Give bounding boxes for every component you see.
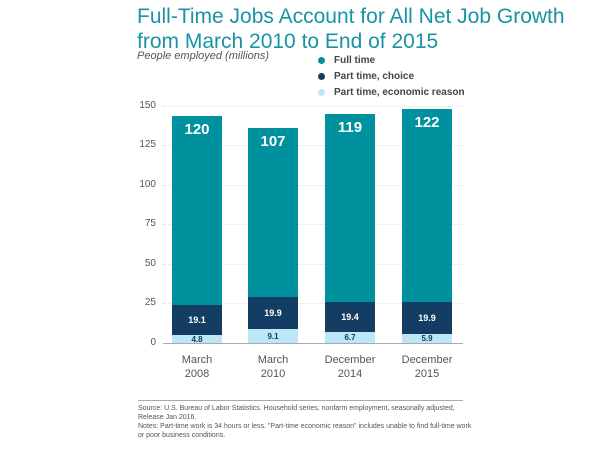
bar-march-2008: 4.8 19.1 120	[172, 0, 222, 344]
bar-segment-econ: 9.1	[248, 329, 298, 343]
y-tick: 150	[139, 100, 156, 111]
bar-value-label: 5.9	[421, 334, 433, 343]
legend-label: Full time	[334, 54, 376, 66]
y-tick: 125	[139, 139, 156, 150]
bar-segment-full: 122	[402, 109, 452, 302]
legend-dot-icon	[318, 72, 325, 80]
bar-segment-econ: 4.8	[172, 334, 222, 344]
chart-title: Full-Time Jobs Account for All Net Job G…	[137, 5, 565, 53]
gridline	[163, 303, 463, 304]
notes: Notes: Part-time work is 34 hours or les…	[138, 423, 472, 439]
legend-label: Part time, choice	[334, 70, 415, 82]
x-label-line: March	[181, 354, 213, 366]
bar-value-label: 120	[184, 121, 210, 138]
y-tick: 0	[150, 337, 156, 348]
source-note: Source: U.S. Bureau of Labor Statistics.…	[138, 405, 455, 421]
legend-dot-icon	[318, 56, 325, 64]
y-tick: 100	[139, 179, 156, 190]
bar-segment-choice: 19.1	[172, 305, 222, 335]
bar-value-label: 107	[260, 133, 286, 150]
x-tick-label: December 2015	[387, 353, 467, 381]
x-tick-label: March 2010	[233, 353, 313, 381]
bar-value-label: 19.9	[418, 313, 436, 323]
x-label-line: 2015	[414, 368, 440, 380]
legend-item-full-time: Full time	[318, 52, 465, 68]
legend-label: Part time, economic reason	[334, 86, 465, 98]
gridline	[163, 185, 463, 186]
x-label-line: December	[324, 354, 376, 366]
bar-value-label: 19.9	[264, 308, 282, 318]
bar-value-label: 19.4	[341, 312, 359, 322]
x-label-line: December	[401, 354, 453, 366]
x-label-line: 2014	[337, 368, 363, 380]
bar-value-label: 4.8	[191, 334, 203, 344]
x-tick-label: March 2008	[157, 353, 237, 381]
x-tick-label: December 2014	[310, 353, 390, 381]
gridline	[163, 145, 463, 146]
chart-legend: Full time Part time, choice Part time, e…	[318, 52, 465, 100]
bar-segment-econ: 6.7	[325, 332, 375, 343]
y-tick: 25	[144, 297, 156, 308]
chart-subtitle: People employed (millions)	[137, 50, 270, 62]
bar-value-label: 9.1	[267, 331, 279, 341]
legend-dot-icon	[318, 88, 325, 96]
bar-value-label: 122	[414, 114, 440, 131]
bar-december-2015: 5.9 19.9 122	[402, 0, 452, 343]
gridline	[163, 224, 463, 225]
gridline	[163, 106, 463, 107]
bar-value-label: 6.7	[344, 333, 356, 342]
bar-segment-full: 107	[248, 128, 298, 297]
legend-item-part-time-economic: Part time, economic reason	[318, 84, 465, 100]
bar-value-label: 119	[337, 119, 363, 136]
bar-segment-choice: 19.9	[248, 297, 298, 329]
bar-segment-choice: 19.4	[325, 302, 375, 332]
bar-value-label: 19.1	[188, 315, 206, 325]
chart-footer: Source: U.S. Bureau of Labor Statistics.…	[138, 404, 478, 440]
bar-segment-choice: 19.9	[402, 302, 452, 334]
bar-march-2010: 9.1 19.9 107	[248, 0, 298, 343]
x-axis-line	[163, 343, 463, 344]
gridline	[163, 264, 463, 265]
x-label-line: March	[257, 354, 289, 366]
y-tick: 50	[144, 258, 156, 269]
x-label-line: 2008	[184, 368, 210, 380]
bar-segment-econ: 5.9	[402, 334, 452, 343]
bar-segment-full: 120	[172, 116, 222, 305]
bar-segment-full: 119	[325, 114, 375, 302]
legend-item-part-time-choice: Part time, choice	[318, 68, 465, 84]
footer-divider	[138, 400, 463, 401]
y-tick: 75	[144, 218, 156, 229]
bar-december-2014: 6.7 19.4 119	[325, 0, 375, 343]
x-label-line: 2010	[260, 368, 286, 380]
